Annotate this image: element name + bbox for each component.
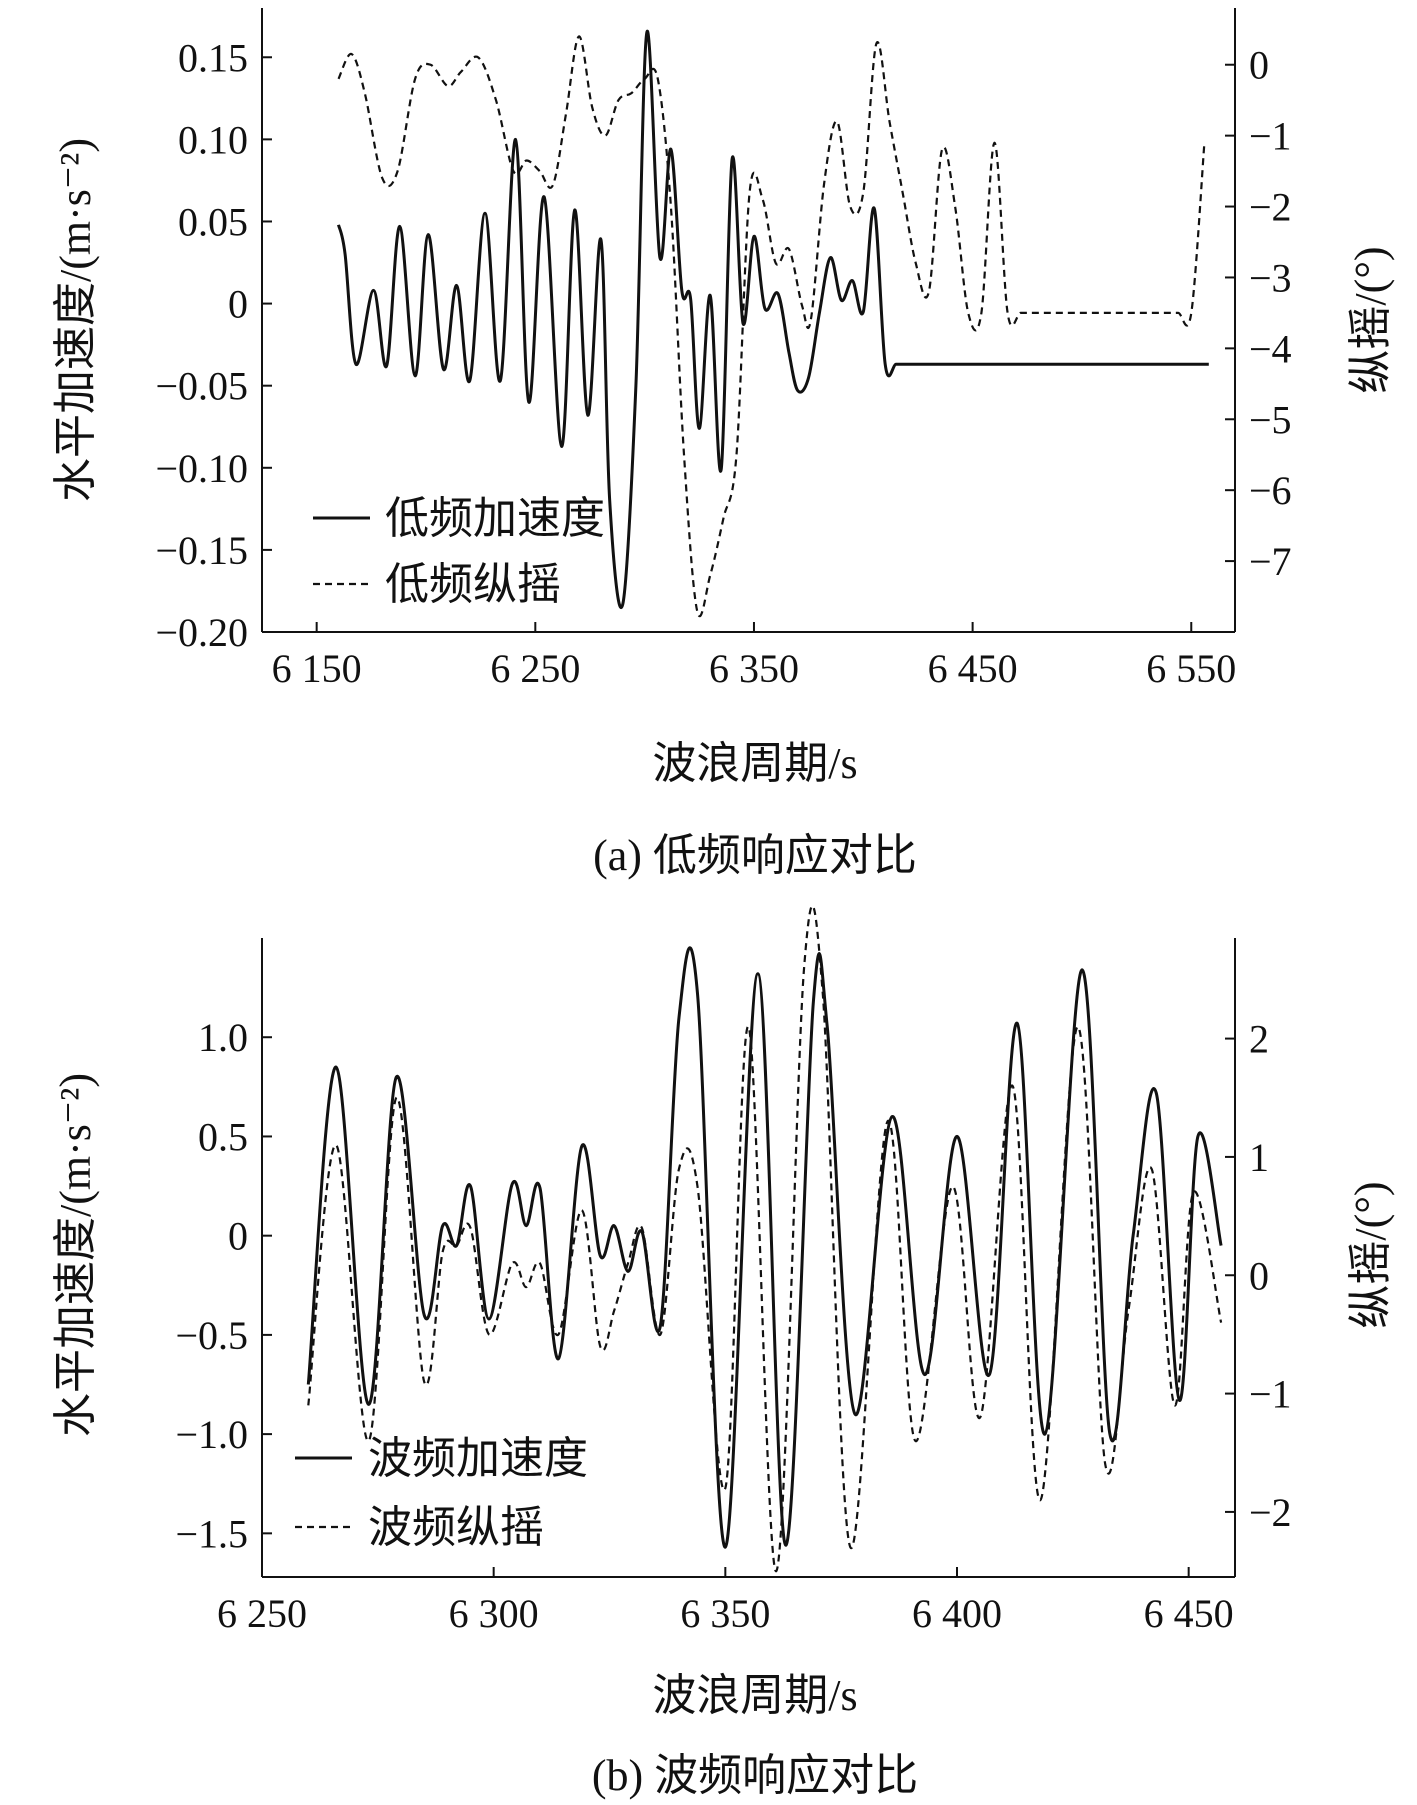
panel-a-caption: (a) 低频响应对比 <box>593 831 917 880</box>
panel-a-left-axis-label: 水平加速度/(m·s⁻²) <box>51 138 100 502</box>
y-right-tick-label: −5 <box>1249 397 1292 442</box>
y-right-tick-label: −1 <box>1249 1372 1292 1417</box>
legend-label-pitch: 低频纵摇 <box>385 560 561 609</box>
panel-b-legend: 波频加速度 波频纵摇 <box>295 1434 588 1552</box>
y-right-tick-label: 2 <box>1249 1017 1269 1062</box>
panel-a-x-axis-label: 波浪周期/s <box>652 739 857 788</box>
y-left-tick-label: 0.05 <box>178 199 248 244</box>
y-right-tick-label: −7 <box>1249 539 1292 584</box>
panel-b-caption: (b) 波频响应对比 <box>592 1751 918 1800</box>
legend-label-acceleration: 低频加速度 <box>385 494 605 543</box>
panel-b-x-ticks: 6 250 6 300 6 350 6 400 6 450 <box>217 1567 1234 1636</box>
panel-a-right-ticks: 0 −1 −2 −3 −4 −5 −6 −7 <box>1225 43 1292 584</box>
panel-b-pitch-line <box>307 904 1223 1573</box>
y-right-tick-label: −2 <box>1249 1490 1292 1535</box>
panel-a-pitch-line <box>337 35 1206 618</box>
y-right-tick-label: −2 <box>1249 185 1292 230</box>
x-tick-label: 6 350 <box>680 1591 770 1636</box>
y-right-tick-label: −4 <box>1249 326 1292 371</box>
y-left-tick-label: 0.5 <box>198 1114 248 1159</box>
legend-label-pitch: 波频纵摇 <box>368 1503 544 1552</box>
panel-b-right-axis-label: 纵摇/(°) <box>1346 1181 1395 1328</box>
x-tick-label: 6 300 <box>449 1591 539 1636</box>
y-left-tick-label: −0.5 <box>175 1313 248 1358</box>
panel-a-x-ticks: 6 150 6 250 6 350 6 450 6 550 <box>272 622 1236 691</box>
y-left-tick-label: −0.10 <box>155 446 248 491</box>
y-left-tick-label: 1.0 <box>198 1015 248 1060</box>
y-right-tick-label: −6 <box>1249 468 1292 513</box>
y-left-tick-label: 0 <box>228 1214 248 1259</box>
panel-b-right-ticks: 2 1 0 −1 −2 <box>1225 1017 1292 1535</box>
y-left-tick-label: −1.5 <box>175 1511 248 1556</box>
panel-a: 6 150 6 250 6 350 6 450 6 550 0.15 0.10 0.05 0 −… <box>51 8 1395 880</box>
y-left-tick-label: 0.15 <box>178 35 248 80</box>
panel-a-left-ticks: 0.15 0.10 0.05 0 −0.05 −0.10 −0.15 −0.20 <box>155 35 272 655</box>
y-right-tick-label: 0 <box>1249 43 1269 88</box>
y-left-tick-label: 0 <box>228 282 248 327</box>
legend-label-acceleration: 波频加速度 <box>368 1434 588 1483</box>
panel-b: 6 250 6 300 6 350 6 400 6 450 1.0 0.5 0 −0.5 −1.… <box>51 904 1395 1800</box>
x-tick-label: 6 450 <box>1144 1591 1234 1636</box>
y-left-tick-label: 0.10 <box>178 117 248 162</box>
y-left-tick-label: −0.20 <box>155 610 248 655</box>
panel-a-right-axis-label: 纵摇/(°) <box>1346 246 1395 393</box>
x-tick-label: 6 400 <box>912 1591 1002 1636</box>
x-tick-label: 6 550 <box>1146 646 1236 691</box>
panel-b-acceleration-line <box>306 946 1223 1549</box>
y-right-tick-label: 1 <box>1249 1135 1269 1180</box>
x-tick-label: 6 150 <box>272 646 362 691</box>
x-tick-label: 6 450 <box>928 646 1018 691</box>
y-right-tick-label: −1 <box>1249 114 1292 159</box>
y-left-tick-label: −0.05 <box>155 364 248 409</box>
y-right-tick-label: −3 <box>1249 255 1292 300</box>
y-left-tick-label: −0.15 <box>155 528 248 573</box>
panel-b-left-axis-label: 水平加速度/(m·s⁻²) <box>51 1073 100 1437</box>
panel-b-x-axis-label: 波浪周期/s <box>652 1671 857 1720</box>
y-left-tick-label: −1.0 <box>175 1412 248 1457</box>
x-tick-label: 6 250 <box>217 1591 307 1636</box>
y-right-tick-label: 0 <box>1249 1253 1269 1298</box>
panel-b-left-ticks: 1.0 0.5 0 −0.5 −1.0 −1.5 <box>175 1015 272 1556</box>
panel-a-acceleration-line <box>337 29 1209 609</box>
x-tick-label: 6 350 <box>709 646 799 691</box>
panel-a-legend: 低频加速度 低频纵摇 <box>313 494 605 609</box>
x-tick-label: 6 250 <box>490 646 580 691</box>
